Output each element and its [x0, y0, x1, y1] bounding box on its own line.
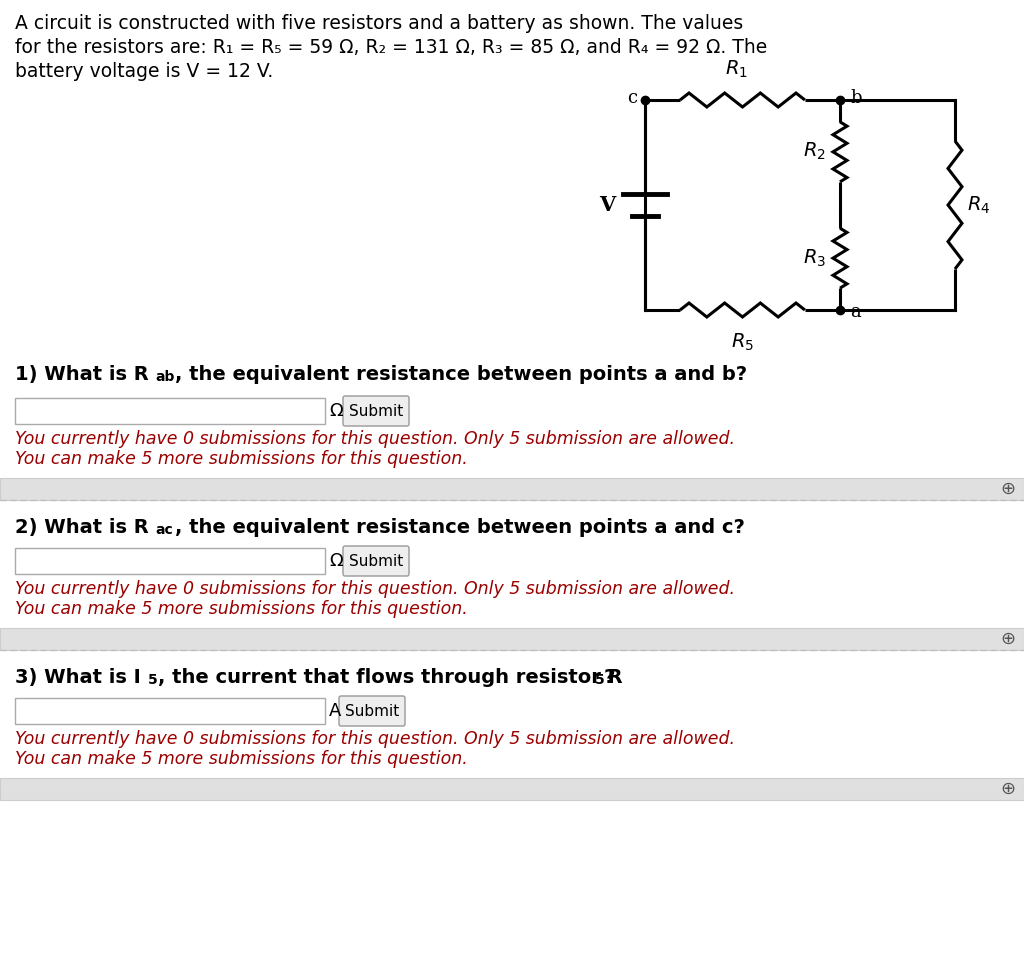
Text: Submit: Submit — [349, 554, 403, 568]
Text: a: a — [850, 303, 861, 321]
Text: , the equivalent resistance between points a and b?: , the equivalent resistance between poin… — [175, 365, 748, 384]
Text: You currently have 0 submissions for this question. Only 5 submission are allowe: You currently have 0 submissions for thi… — [15, 580, 735, 598]
Bar — [15, 548, 325, 574]
Text: b: b — [850, 89, 861, 107]
Text: ⊕: ⊕ — [1000, 780, 1016, 798]
Text: ⊕: ⊕ — [1000, 480, 1016, 498]
Text: A: A — [329, 702, 341, 720]
Text: A circuit is constructed with five resistors and a battery as shown. The values: A circuit is constructed with five resis… — [15, 14, 743, 33]
Text: ?: ? — [604, 668, 615, 687]
Bar — [0, 628, 1024, 650]
Text: , the current that flows through resistor R: , the current that flows through resisto… — [158, 668, 623, 687]
FancyBboxPatch shape — [343, 546, 409, 576]
Text: $R_3$: $R_3$ — [803, 248, 826, 269]
Text: 3) What is I: 3) What is I — [15, 668, 140, 687]
Text: $R_5$: $R_5$ — [731, 332, 754, 354]
Text: You currently have 0 submissions for this question. Only 5 submission are allowe: You currently have 0 submissions for thi… — [15, 430, 735, 448]
Text: $R_2$: $R_2$ — [803, 141, 826, 163]
Text: Ω: Ω — [329, 552, 343, 570]
Text: $R_1$: $R_1$ — [725, 59, 748, 80]
Text: 2) What is R: 2) What is R — [15, 518, 148, 537]
Text: ab: ab — [155, 370, 174, 384]
Text: ⊕: ⊕ — [1000, 630, 1016, 648]
Text: , the equivalent resistance between points a and c?: , the equivalent resistance between poin… — [175, 518, 744, 537]
Text: You can make 5 more submissions for this question.: You can make 5 more submissions for this… — [15, 600, 468, 618]
Text: for the resistors are: R₁ = R₅ = 59 Ω, R₂ = 131 Ω, R₃ = 85 Ω, and R₄ = 92 Ω. The: for the resistors are: R₁ = R₅ = 59 Ω, R… — [15, 38, 767, 57]
Text: 5: 5 — [595, 673, 605, 687]
Text: $R_4$: $R_4$ — [967, 194, 990, 216]
Bar — [0, 478, 1024, 500]
Bar — [15, 698, 325, 724]
Text: You can make 5 more submissions for this question.: You can make 5 more submissions for this… — [15, 450, 468, 468]
Text: V: V — [599, 195, 615, 215]
Bar — [0, 778, 1024, 800]
FancyBboxPatch shape — [343, 396, 409, 426]
Text: You can make 5 more submissions for this question.: You can make 5 more submissions for this… — [15, 750, 468, 768]
Text: You currently have 0 submissions for this question. Only 5 submission are allowe: You currently have 0 submissions for thi… — [15, 730, 735, 748]
FancyBboxPatch shape — [339, 696, 406, 726]
Text: ac: ac — [155, 523, 173, 537]
Text: c: c — [627, 89, 637, 107]
Text: 1) What is R: 1) What is R — [15, 365, 148, 384]
Text: Submit: Submit — [345, 704, 399, 718]
Bar — [15, 398, 325, 424]
Text: Ω: Ω — [329, 402, 343, 420]
Text: battery voltage is V = 12 V.: battery voltage is V = 12 V. — [15, 62, 273, 81]
Text: 5: 5 — [148, 673, 158, 687]
Text: Submit: Submit — [349, 404, 403, 418]
